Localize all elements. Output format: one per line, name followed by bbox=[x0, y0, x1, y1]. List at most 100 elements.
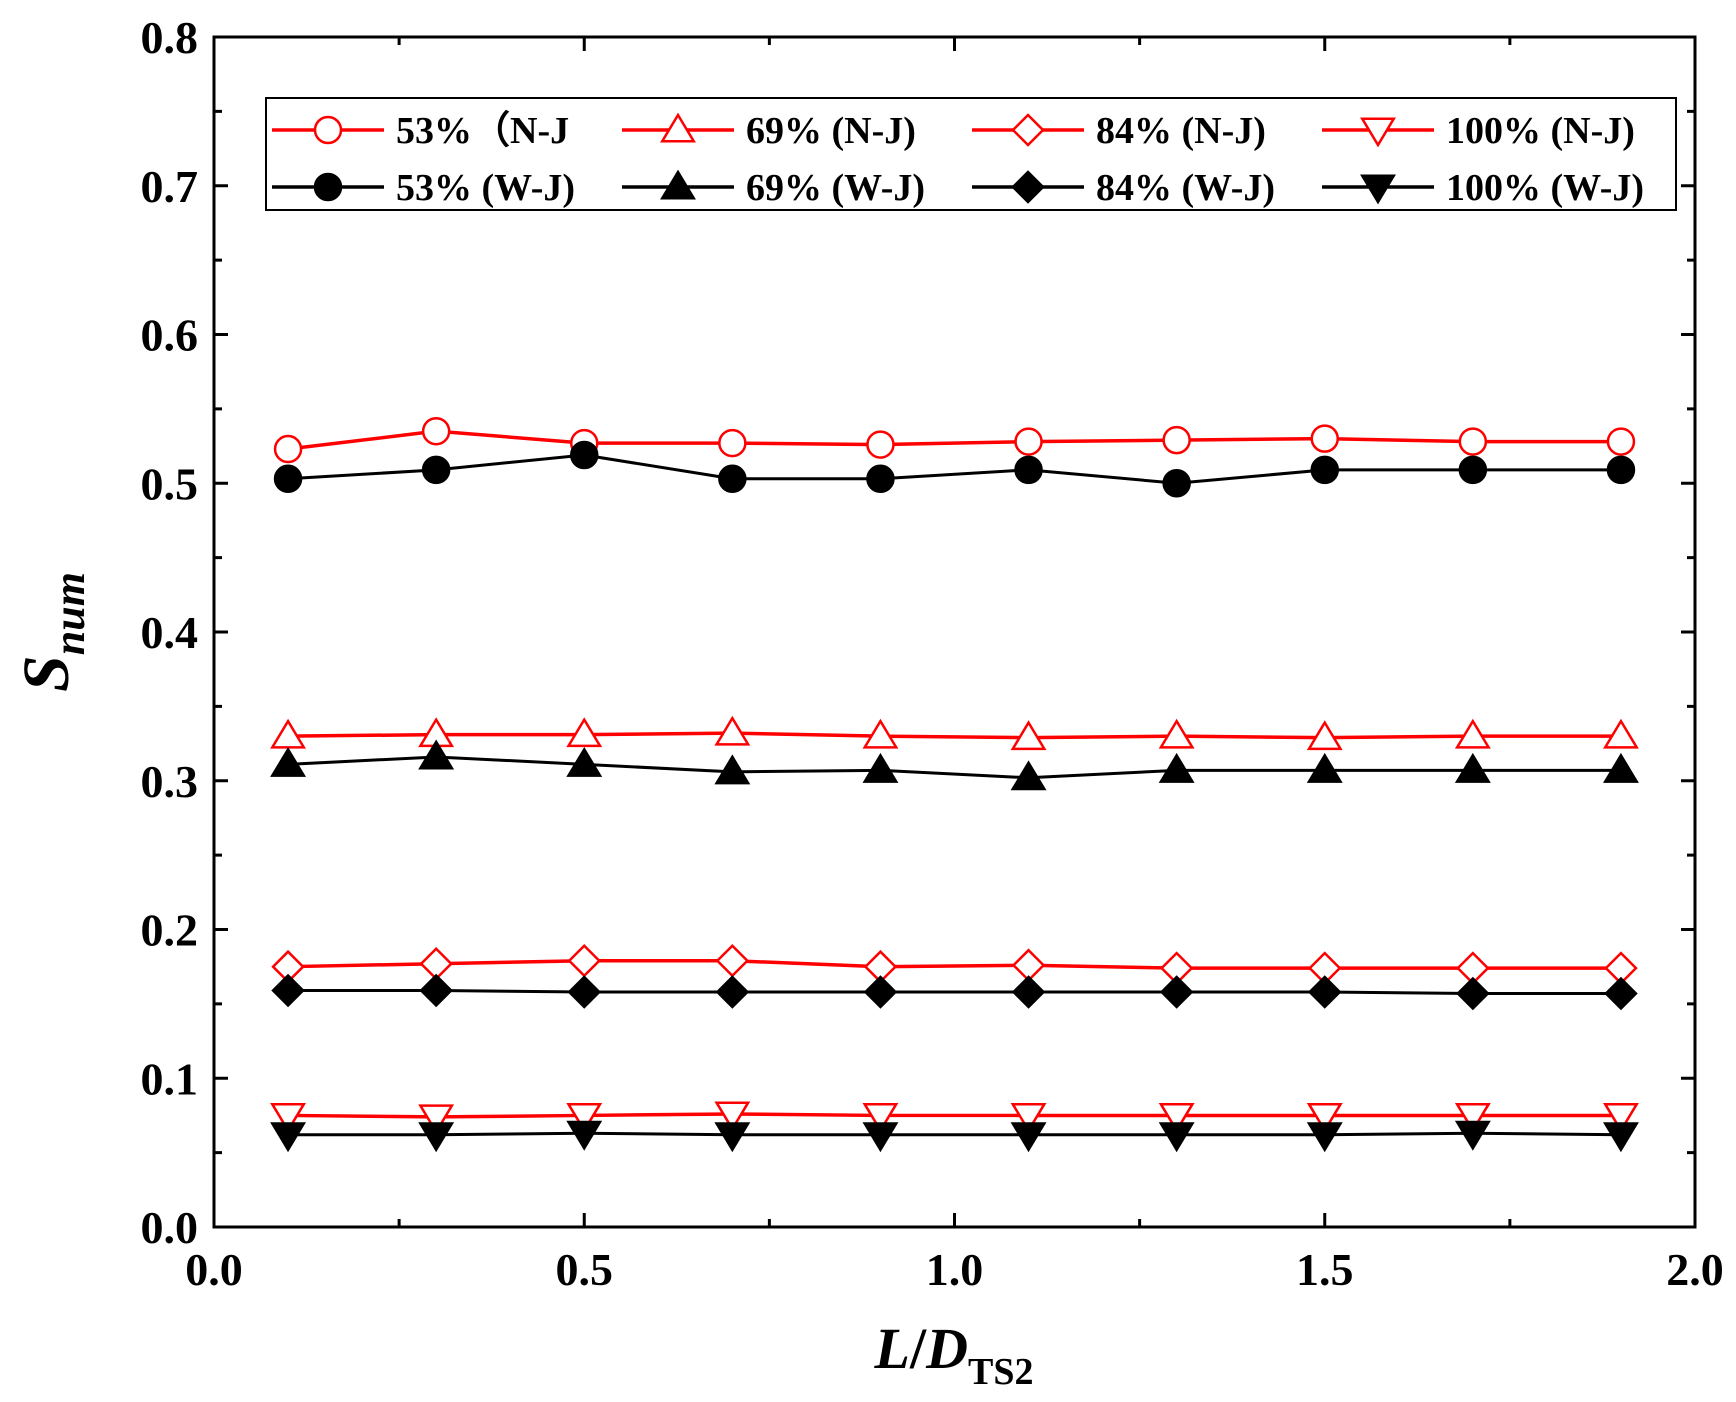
data-point-7-2 bbox=[566, 1120, 603, 1151]
legend-label-6: 84% (W-J) bbox=[1096, 167, 1275, 209]
legend-label-0: 53%（N-J bbox=[396, 110, 569, 152]
data-point-6-6 bbox=[1159, 975, 1194, 1009]
legend-label-4: 53% (W-J) bbox=[396, 167, 575, 209]
legend-label-7: 100% (W-J) bbox=[1446, 167, 1644, 209]
data-point-6-0 bbox=[271, 973, 305, 1008]
data-point-4-9 bbox=[1606, 455, 1636, 485]
data-point-5-1 bbox=[418, 739, 455, 770]
legend-marker-2 bbox=[1011, 113, 1045, 147]
data-point-3-0 bbox=[270, 1102, 307, 1133]
x-axis-title-main: L bbox=[874, 1316, 910, 1381]
data-point-3-4 bbox=[862, 1102, 899, 1133]
data-point-1-5 bbox=[1010, 720, 1047, 751]
data-point-1-6 bbox=[1158, 718, 1195, 749]
data-point-6-2 bbox=[567, 975, 602, 1009]
data-point-0-5 bbox=[1014, 427, 1043, 456]
data-point-3-3 bbox=[714, 1101, 751, 1132]
data-point-0-0 bbox=[273, 434, 303, 464]
series-layer bbox=[270, 416, 1639, 1153]
x-tick-label: 1.5 bbox=[1296, 1244, 1354, 1295]
data-point-3-2 bbox=[566, 1102, 603, 1133]
data-point-4-3 bbox=[718, 464, 747, 494]
data-point-6-3 bbox=[715, 975, 750, 1009]
data-point-5-7 bbox=[1306, 752, 1343, 783]
data-point-1-4 bbox=[862, 718, 899, 749]
data-point-7-5 bbox=[1010, 1122, 1047, 1153]
data-point-7-4 bbox=[862, 1122, 899, 1153]
data-point-0-1 bbox=[421, 416, 451, 446]
data-point-4-8 bbox=[1458, 455, 1488, 485]
legend-marker-6 bbox=[1011, 170, 1045, 204]
data-point-7-1 bbox=[418, 1122, 455, 1153]
legend-marker-3 bbox=[1360, 117, 1396, 148]
data-point-5-2 bbox=[566, 746, 603, 777]
data-point-7-9 bbox=[1602, 1122, 1639, 1153]
series-line-3 bbox=[288, 1112, 1621, 1119]
data-point-4-4 bbox=[866, 464, 895, 494]
y-tick-label: 0.2 bbox=[141, 905, 199, 956]
data-point-4-7 bbox=[1310, 455, 1339, 485]
data-point-4-0 bbox=[273, 464, 303, 494]
data-point-3-6 bbox=[1158, 1102, 1195, 1133]
legend-box bbox=[265, 97, 1677, 211]
data-point-6-1 bbox=[419, 973, 453, 1008]
data-point-6-9 bbox=[1604, 976, 1638, 1011]
legend-marker-1 bbox=[660, 112, 696, 143]
data-point-6-7 bbox=[1307, 975, 1342, 1009]
y-tick-label: 0.7 bbox=[141, 161, 199, 212]
x-tick-label: 2.0 bbox=[1666, 1244, 1724, 1295]
data-point-5-8 bbox=[1454, 752, 1491, 783]
data-point-0-4 bbox=[866, 430, 895, 459]
data-point-7-8 bbox=[1454, 1120, 1491, 1151]
series-line-0 bbox=[287, 429, 1621, 451]
x-axis-title-subscript: TS2 bbox=[968, 1351, 1033, 1393]
data-point-1-2 bbox=[566, 717, 603, 748]
data-point-7-7 bbox=[1306, 1122, 1343, 1153]
y-tick-label: 0.6 bbox=[141, 310, 199, 361]
series-line-6 bbox=[288, 988, 1621, 995]
data-point-4-5 bbox=[1014, 455, 1043, 485]
y-tick-label: 0.5 bbox=[141, 458, 199, 509]
data-point-5-5 bbox=[1010, 760, 1047, 791]
y-tick-label: 0.0 bbox=[141, 1202, 199, 1253]
data-point-5-9 bbox=[1602, 752, 1639, 783]
ticks-layer: 0.0 0.5 1.0 1.5 2.0 0.0 0.1 0.2 0.3 0.4 0.5 0.6 0.7 0… bbox=[141, 12, 1724, 1295]
y-axis-title: Snum bbox=[10, 572, 94, 692]
y-tick-label: 0.8 bbox=[141, 12, 199, 63]
data-point-1-3 bbox=[714, 715, 751, 746]
data-point-1-7 bbox=[1306, 720, 1343, 751]
x-tick-label: 0.5 bbox=[556, 1244, 614, 1295]
x-axis-title: L/DTS2 bbox=[874, 1316, 1034, 1393]
series-line-4 bbox=[287, 453, 1621, 485]
x-tick-label: 1.0 bbox=[926, 1244, 984, 1295]
y-tick-label: 0.4 bbox=[141, 607, 199, 658]
legend-label-2: 84% (N-J) bbox=[1096, 110, 1266, 152]
legend-marker-0 bbox=[313, 115, 343, 145]
data-point-6-4 bbox=[863, 975, 898, 1009]
data-point-5-4 bbox=[862, 752, 899, 783]
data-point-0-8 bbox=[1458, 427, 1488, 456]
data-point-7-3 bbox=[714, 1122, 751, 1153]
data-point-3-8 bbox=[1454, 1102, 1491, 1133]
legend-label-3: 100% (N-J) bbox=[1446, 110, 1635, 152]
data-point-1-9 bbox=[1602, 718, 1639, 749]
data-point-3-5 bbox=[1010, 1102, 1047, 1133]
data-point-7-6 bbox=[1158, 1122, 1195, 1153]
data-point-5-3 bbox=[714, 754, 751, 785]
y-axis-title-main: S bbox=[10, 655, 83, 692]
legend-label-5: 69% (W-J) bbox=[746, 167, 925, 209]
y-axis-title-subscript: num bbox=[45, 572, 94, 655]
data-point-3-9 bbox=[1602, 1102, 1639, 1133]
data-point-4-2 bbox=[570, 440, 599, 470]
data-point-4-6 bbox=[1162, 469, 1191, 498]
series-line-5 bbox=[287, 755, 1621, 780]
data-point-0-6 bbox=[1162, 425, 1191, 455]
y-tick-label: 0.3 bbox=[141, 756, 199, 807]
data-point-3-1 bbox=[418, 1104, 455, 1135]
x-tick-label: 0.0 bbox=[185, 1244, 243, 1295]
data-point-6-5 bbox=[1011, 975, 1046, 1009]
data-point-0-9 bbox=[1606, 427, 1636, 456]
data-point-6-8 bbox=[1456, 976, 1490, 1011]
data-point-0-3 bbox=[718, 428, 747, 458]
